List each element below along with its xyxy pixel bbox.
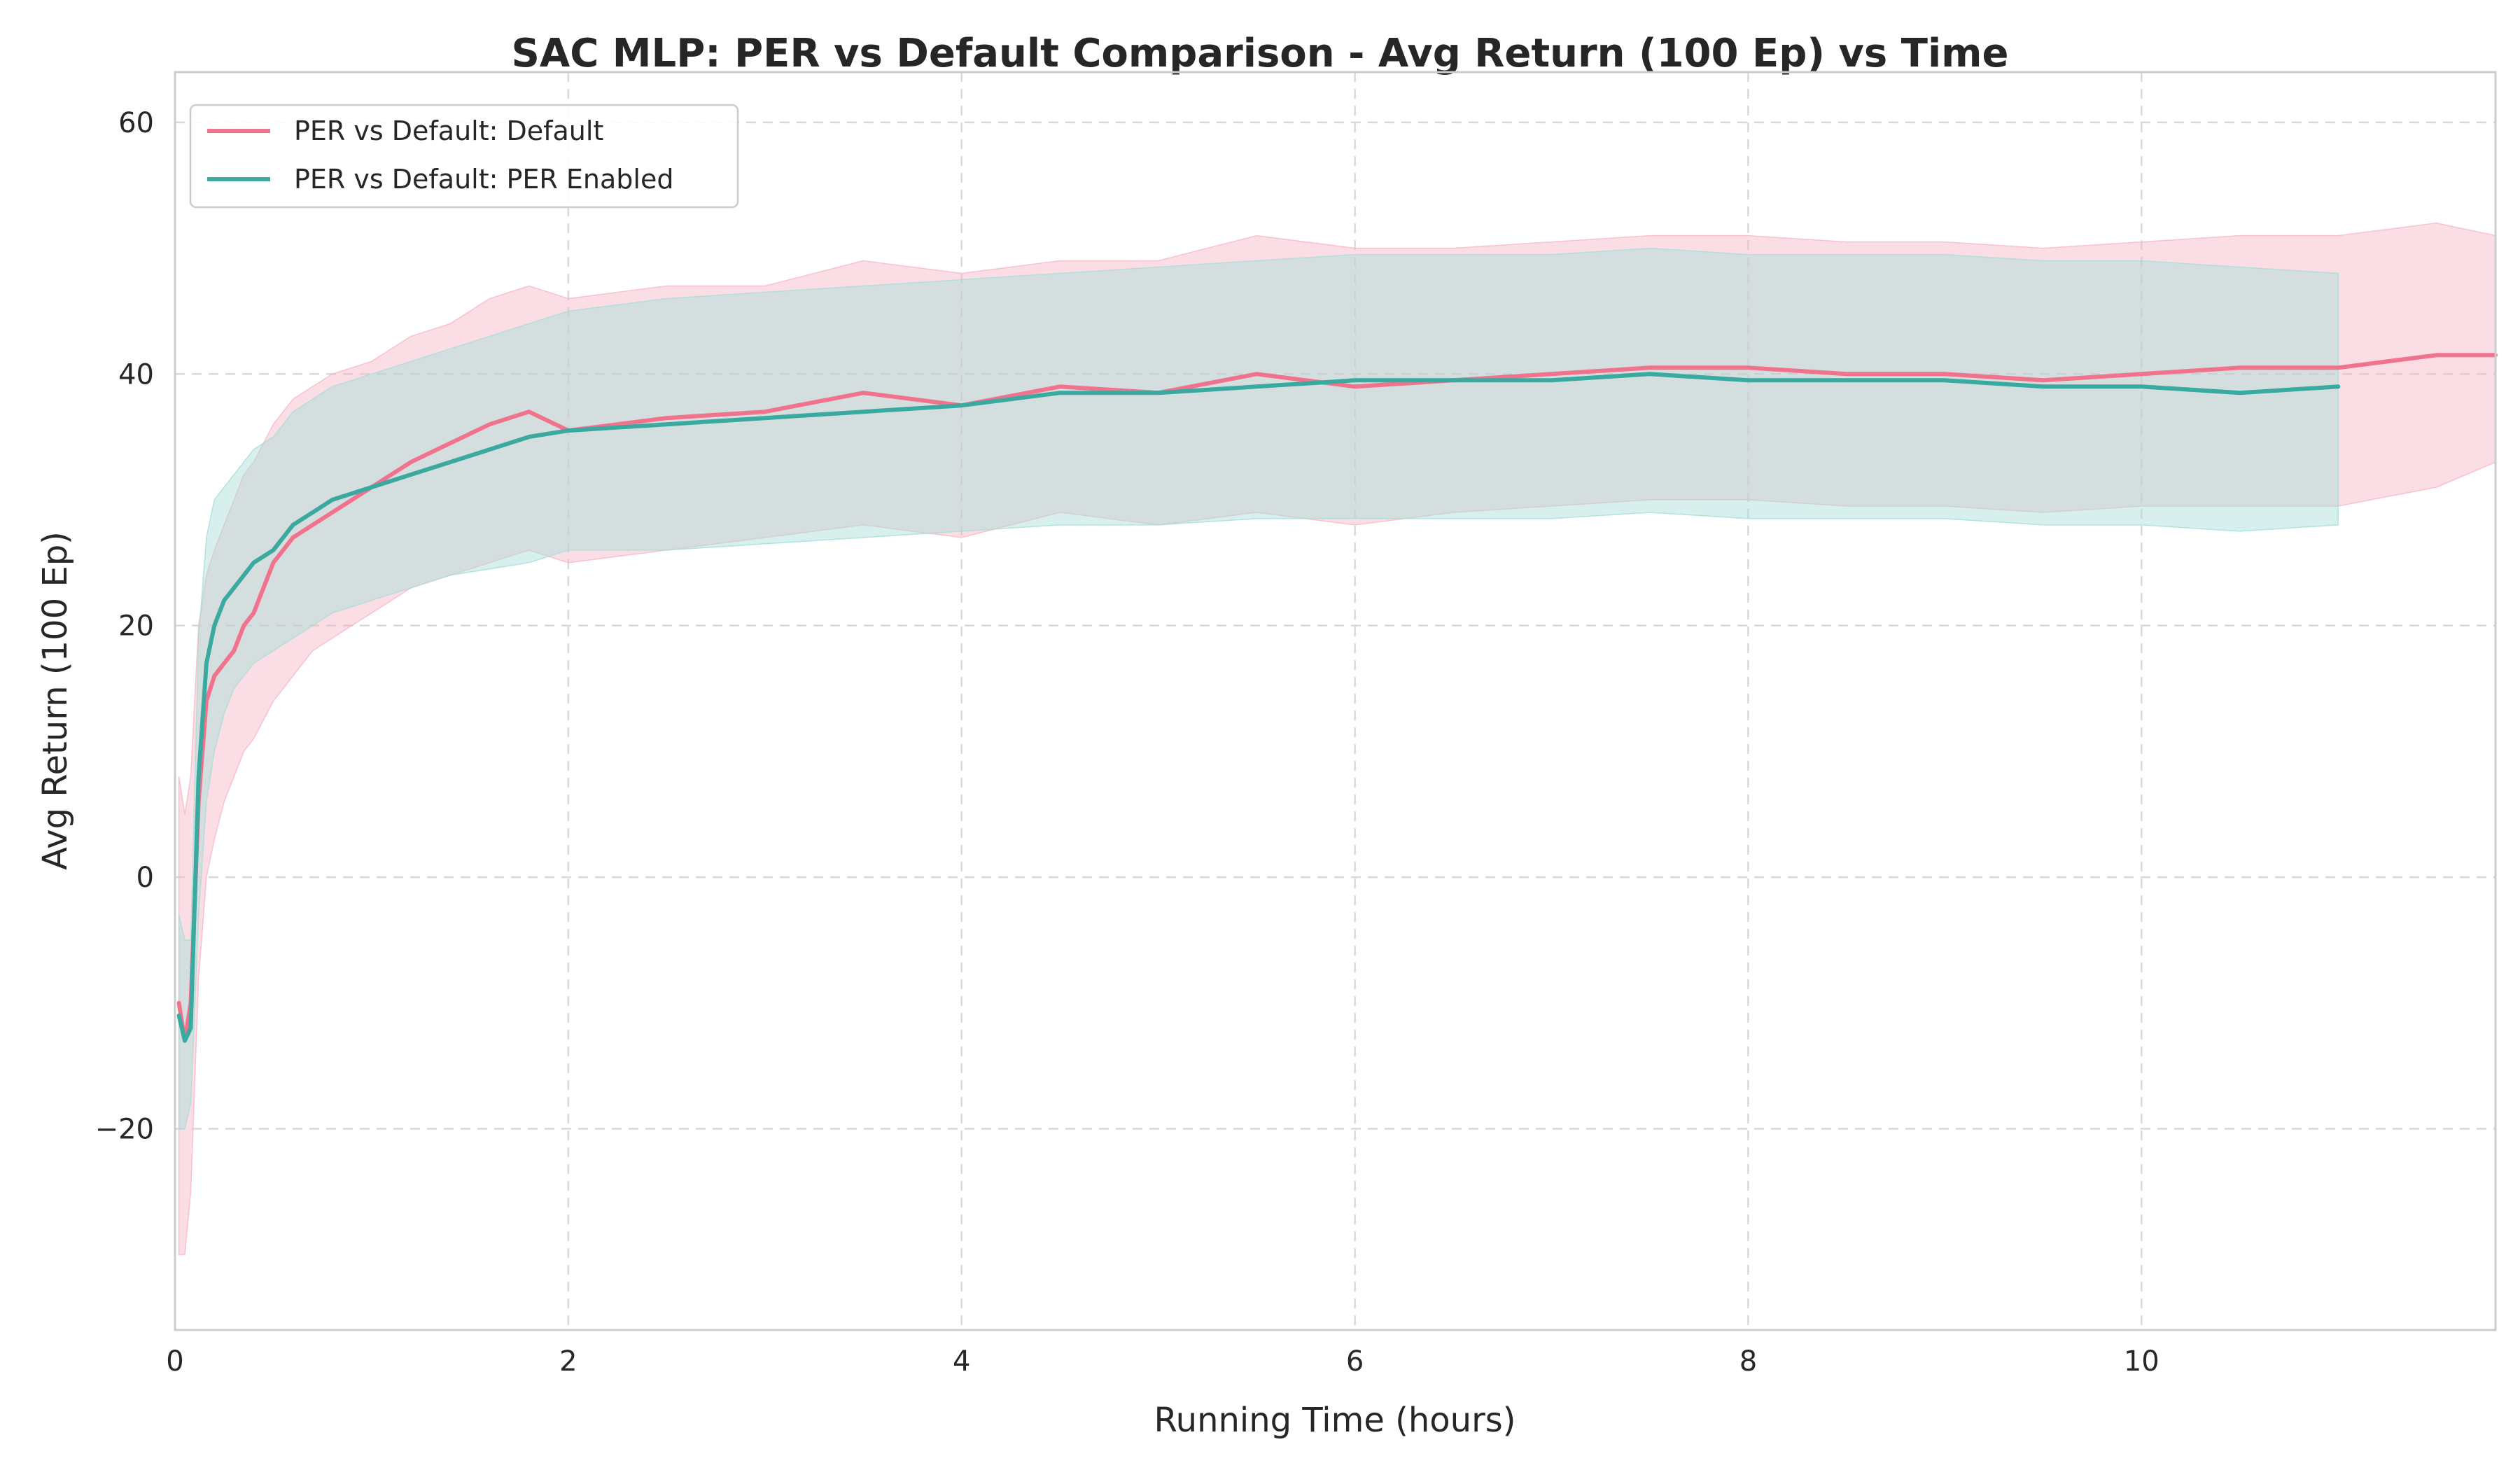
confidence-band-1 bbox=[178, 247, 2339, 1130]
legend: PER vs Default: Default PER vs Default: … bbox=[189, 104, 739, 209]
y-axis-label: Avg Return (100 Ep) bbox=[36, 531, 75, 870]
x-tick-label: 10 bbox=[2124, 1345, 2160, 1378]
series-line-0 bbox=[176, 353, 2498, 1043]
chart-title: SAC MLP: PER vs Default Comparison - Avg… bbox=[512, 31, 2009, 76]
y-tick-label: 60 bbox=[118, 107, 154, 139]
y-tick-label: 40 bbox=[118, 358, 154, 391]
x-tick-label: 8 bbox=[1740, 1345, 1757, 1378]
x-tick-label: 2 bbox=[559, 1345, 577, 1378]
x-tick-label: 6 bbox=[1346, 1345, 1364, 1378]
y-tick-label: 20 bbox=[118, 610, 154, 643]
plot-frame bbox=[174, 71, 2497, 1331]
y-tick-label: −20 bbox=[95, 1113, 154, 1145]
legend-label-default: PER vs Default: Default bbox=[294, 115, 603, 146]
x-tick-label: 4 bbox=[953, 1345, 970, 1378]
tick-layer: 0 2 4 6 8 10 −20 0 20 40 60 bbox=[95, 107, 2160, 1378]
series-line-1 bbox=[176, 372, 2341, 1043]
legend-label-per: PER vs Default: PER Enabled bbox=[294, 164, 673, 195]
y-tick-label: 0 bbox=[136, 862, 154, 894]
line-layer bbox=[176, 353, 2498, 1043]
x-axis-label: Running Time (hours) bbox=[1154, 1401, 1516, 1440]
x-tick-label: 0 bbox=[166, 1345, 183, 1378]
legend-box bbox=[189, 104, 739, 209]
grid-layer bbox=[175, 72, 2496, 1330]
